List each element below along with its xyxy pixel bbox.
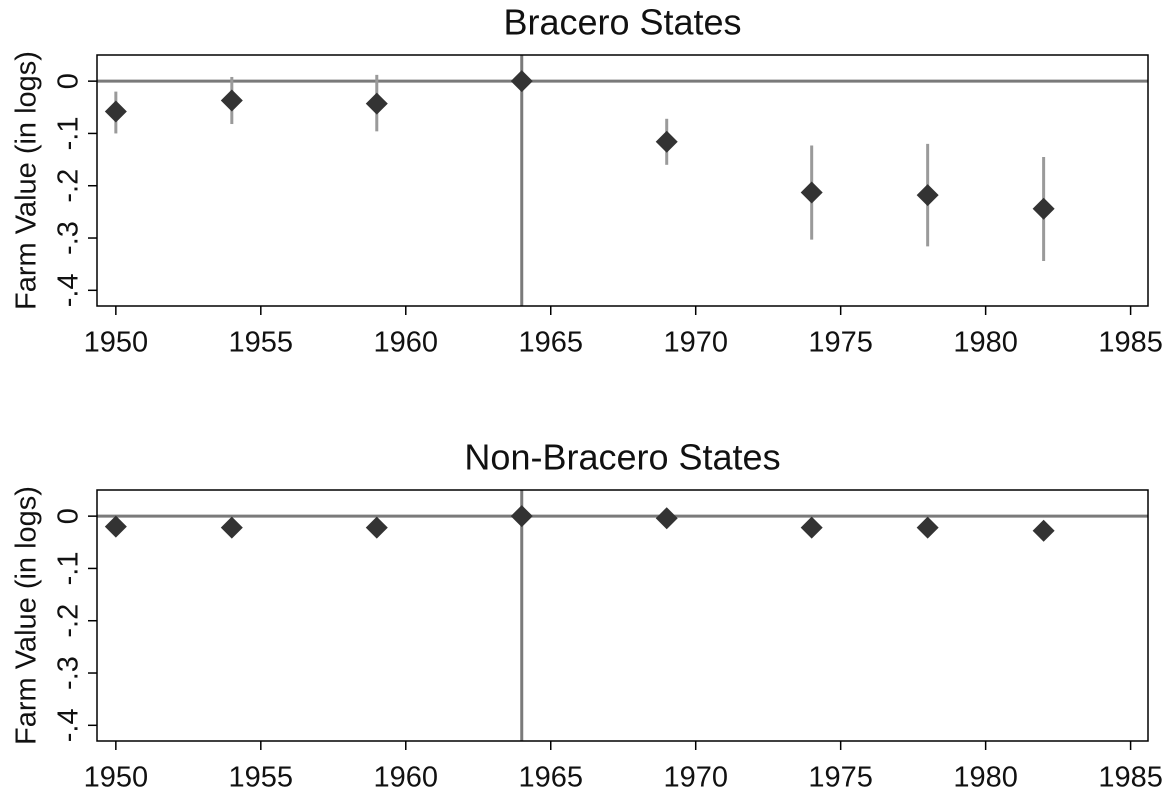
point [655,507,678,530]
point [916,184,939,207]
point [365,92,388,115]
point [1032,197,1055,220]
x-tick-label: 1965 [518,327,583,359]
point [800,181,823,204]
point [1032,519,1055,542]
x-tick-label: 1970 [663,762,728,794]
x-tick-label: 1950 [84,762,149,794]
y-tick-label: -.4 [53,708,85,742]
x-tick-label: 1985 [1098,327,1163,359]
x-tick-label: 1960 [374,327,439,359]
point [916,516,939,539]
x-tick-label: 1985 [1098,762,1163,794]
point [220,89,243,112]
point [655,130,678,153]
y-tick-label: 0 [53,508,85,524]
y-tick-label: -.4 [53,273,85,307]
y-tick-label: -.3 [53,656,85,690]
x-tick-label: 1955 [229,327,294,359]
y-tick-label: -.1 [53,117,85,151]
y-tick-label: -.2 [53,604,85,638]
point [104,515,127,538]
x-tick-label: 1965 [518,762,583,794]
plot-frame [96,54,1149,307]
point [365,516,388,539]
y-axis-label: Farm Value (in logs) [11,486,43,745]
x-tick-label: 1960 [374,762,439,794]
x-tick-label: 1970 [663,327,728,359]
x-tick-label: 1980 [953,327,1018,359]
x-tick-label: 1955 [229,762,294,794]
point [800,516,823,539]
point [510,70,533,93]
plot-frame [96,489,1149,742]
y-tick-label: 0 [53,73,85,89]
y-tick-label: -.2 [53,169,85,203]
point [510,505,533,528]
x-tick-label: 1950 [84,327,149,359]
chart-title: Bracero States [503,2,741,43]
x-tick-label: 1980 [953,762,1018,794]
x-tick-label: 1975 [808,762,873,794]
point [220,516,243,539]
y-tick-label: -.1 [53,552,85,586]
x-tick-label: 1975 [808,327,873,359]
point [104,100,127,123]
chart-title: Non-Bracero States [464,437,780,478]
y-tick-label: -.3 [53,221,85,255]
y-axis-label: Farm Value (in logs) [11,51,43,310]
